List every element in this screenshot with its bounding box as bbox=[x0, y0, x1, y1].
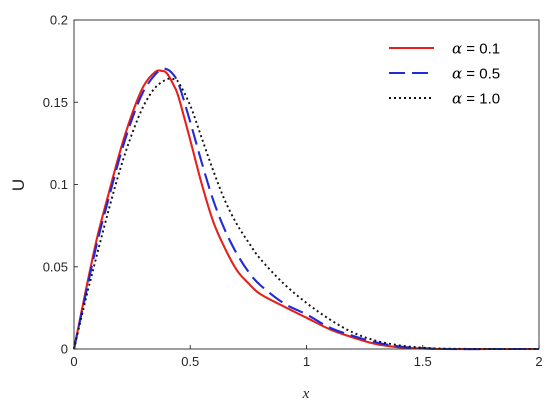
y-tick-label: 0.05 bbox=[43, 259, 68, 274]
legend: α = 0.1α = 0.5α = 1.0 bbox=[389, 40, 500, 108]
x-tick-label: 0.5 bbox=[181, 354, 199, 369]
legend-value: = 0.5 bbox=[462, 66, 500, 83]
x-tick-label: 1 bbox=[303, 354, 310, 369]
x-tick-label: 0 bbox=[70, 354, 77, 369]
y-tick-label: 0 bbox=[61, 342, 68, 357]
legend-symbol: α bbox=[452, 40, 462, 58]
legend-symbol: α bbox=[452, 90, 462, 108]
legend-symbol: α bbox=[452, 65, 462, 83]
y-tick-label: 0.1 bbox=[50, 177, 68, 192]
x-tick-label: 2 bbox=[535, 354, 542, 369]
series-line-3 bbox=[73, 77, 540, 350]
tick-layer: 0 0.5 1 1.5 2 0 0.05 0.1 0.15 0.2 bbox=[43, 13, 543, 370]
legend-label-3: α = 1.0 bbox=[452, 90, 500, 108]
series-line-1 bbox=[72, 69, 539, 351]
x-axis-label: x bbox=[302, 386, 310, 402]
y-tick-label: 0.15 bbox=[43, 95, 68, 110]
x-tick-label: 1.5 bbox=[414, 354, 432, 369]
legend-label-2: α = 0.5 bbox=[452, 65, 500, 83]
series-layer bbox=[72, 67, 540, 351]
series-line-2 bbox=[72, 67, 539, 351]
legend-label-1: α = 0.1 bbox=[452, 40, 500, 58]
legend-value: = 1.0 bbox=[462, 91, 500, 108]
legend-value: = 0.1 bbox=[462, 41, 500, 58]
y-axis-label: U bbox=[9, 179, 28, 191]
y-tick-label: 0.2 bbox=[50, 13, 68, 28]
